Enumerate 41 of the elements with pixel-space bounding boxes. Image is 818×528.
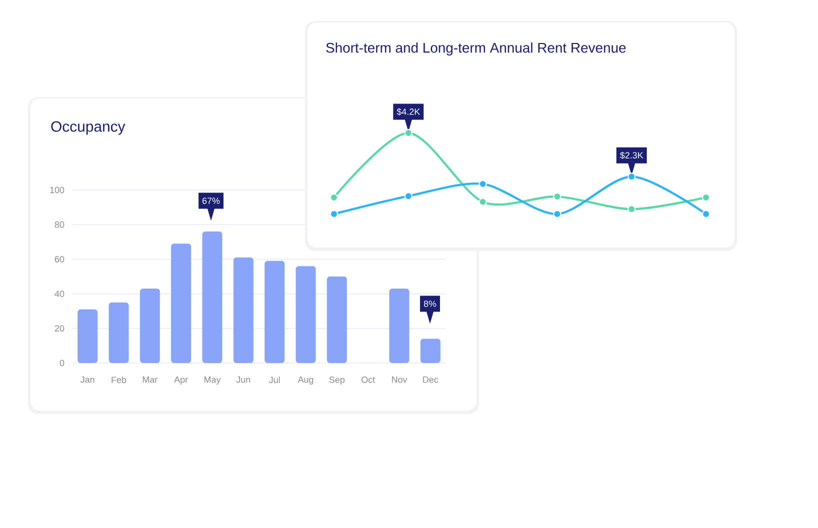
point [330, 193, 338, 202]
x-tick-label: Nov [392, 376, 408, 383]
chart-title: Occupancy [51, 121, 126, 135]
x-tick-label: Aug [298, 376, 314, 385]
bar [171, 244, 192, 363]
x-tick-label: May [204, 376, 221, 385]
bar [420, 338, 440, 363]
data-label: $2.3K [620, 152, 644, 160]
y-tick-label: 60 [54, 256, 64, 262]
x-tick-label: Oct [362, 376, 375, 383]
x-tick-label: Sep [329, 376, 345, 385]
chart-title: Short-term and Long-term Annual Rent Revenue [326, 42, 626, 56]
point [404, 192, 412, 200]
bar [296, 266, 316, 363]
annotation: 8% [424, 300, 436, 307]
x-tick-label: Dec [423, 376, 438, 383]
bar [202, 232, 222, 363]
bar [326, 276, 347, 363]
data-label: $4.2K [396, 108, 420, 116]
bar [264, 260, 285, 363]
y-tick-label: 20 [54, 325, 64, 332]
annotation: 67% [202, 198, 220, 204]
x-tick-label: Jan [80, 376, 94, 383]
x-tick-label: Apr [174, 376, 188, 385]
y-tick-label: 80 [54, 221, 64, 228]
x-tick-label: Feb [112, 376, 126, 384]
y-tick-label: 0 [60, 360, 64, 366]
x-tick-label: Jul [268, 376, 280, 384]
x-tick-label: Jun [236, 376, 250, 383]
point [628, 172, 636, 181]
bar [108, 302, 129, 363]
y-tick-label: 40 [54, 290, 64, 297]
bar [140, 288, 160, 363]
x-tick-label: Mar [142, 376, 158, 383]
point [478, 198, 487, 206]
point [404, 128, 412, 137]
bar [389, 288, 410, 363]
bar [78, 309, 98, 363]
bar [233, 257, 254, 363]
y-tick-label: 100 [50, 186, 64, 194]
point [628, 205, 636, 214]
